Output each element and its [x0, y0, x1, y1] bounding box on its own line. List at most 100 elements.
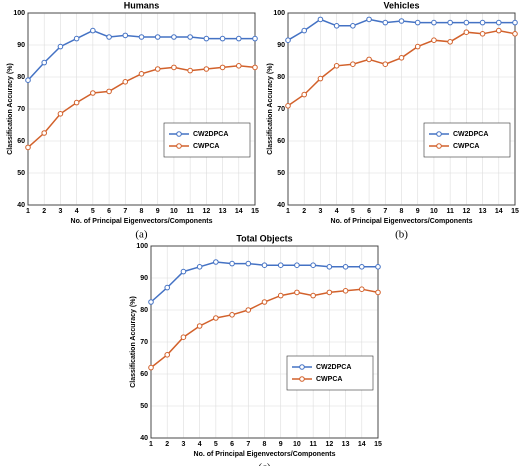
point [90, 90, 96, 96]
y-tick-label: 80 [277, 74, 285, 81]
point [122, 32, 129, 39]
x-tick-label: 10 [293, 441, 301, 448]
point [431, 19, 437, 26]
y-tick-label: 90 [140, 275, 148, 282]
x-tick-label: 6 [367, 208, 371, 215]
x-tick-label: 7 [383, 208, 387, 215]
y-tick-label: 70 [277, 106, 285, 113]
point [447, 19, 453, 26]
point [463, 29, 470, 36]
point [294, 289, 300, 296]
point [398, 18, 405, 24]
y-tick-label: 70 [140, 339, 148, 346]
x-tick-label: 7 [123, 208, 127, 215]
legend-marker [176, 131, 182, 137]
y-tick-label: 80 [140, 307, 148, 314]
x-tick-label: 2 [42, 208, 46, 215]
legend-marker [176, 143, 182, 149]
x-tick-label: 11 [446, 208, 454, 215]
legend-label: CWPCA [193, 143, 219, 150]
x-axis-label: No. of Principal Eigenvectors/Components [71, 218, 213, 225]
x-tick-label: 13 [479, 208, 487, 215]
point [196, 264, 203, 270]
point [122, 79, 129, 85]
point [229, 260, 235, 267]
point [154, 34, 161, 40]
x-tick-label: 1 [149, 441, 153, 448]
point [148, 364, 154, 371]
point [235, 63, 242, 69]
point [138, 34, 145, 40]
point [317, 16, 324, 23]
y-tick-label: 80 [17, 74, 25, 81]
x-tick-label: 5 [214, 441, 218, 448]
x-tick-label: 10 [430, 208, 438, 215]
point [382, 61, 389, 67]
point [495, 27, 502, 34]
point [317, 75, 324, 82]
point [187, 67, 193, 74]
x-tick-label: 15 [511, 208, 519, 215]
y-tick-label: 70 [17, 106, 25, 113]
point [106, 34, 112, 40]
point [512, 19, 518, 26]
x-tick-label: 8 [263, 441, 267, 448]
point [219, 64, 226, 71]
point [171, 34, 177, 40]
y-tick-label: 50 [17, 170, 25, 177]
point [41, 59, 48, 66]
caption: (a) [135, 229, 148, 241]
x-tick-label: 9 [416, 208, 420, 215]
point [180, 268, 187, 275]
point [301, 91, 308, 98]
point [219, 35, 226, 42]
chart-title: Humans [124, 0, 160, 10]
point [252, 35, 258, 42]
x-tick-label: 5 [351, 208, 355, 215]
plot-frame [27, 12, 256, 206]
point [342, 264, 349, 270]
point [479, 31, 486, 37]
legend-label: CWPCA [453, 143, 479, 150]
legend-label: CWPCA [316, 376, 342, 383]
point [414, 43, 421, 50]
point [57, 43, 64, 50]
legend-marker [299, 376, 305, 382]
point [235, 35, 242, 42]
legend-marker [436, 131, 442, 137]
y-tick-label: 40 [140, 435, 148, 442]
x-tick-label: 6 [107, 208, 111, 215]
point [333, 63, 340, 69]
plot-frame [287, 12, 516, 206]
legend-box [423, 122, 511, 158]
x-tick-label: 4 [75, 208, 79, 215]
point [277, 262, 284, 269]
point [342, 288, 349, 294]
point [447, 39, 453, 45]
legend-label: CW2DPCA [193, 131, 228, 138]
x-tick-label: 1 [286, 208, 290, 215]
point [294, 262, 300, 269]
point [375, 289, 381, 296]
point [366, 56, 372, 63]
x-tick-label: 13 [219, 208, 227, 215]
point [350, 23, 356, 29]
x-tick-label: 13 [342, 441, 350, 448]
caption: (c) [258, 462, 271, 466]
x-tick-label: 12 [325, 441, 333, 448]
y-axis-label: Classification Accuracy (%) [7, 63, 14, 155]
point [261, 262, 268, 269]
x-tick-label: 3 [318, 208, 322, 215]
point [350, 61, 356, 67]
point [285, 37, 291, 44]
point [73, 99, 80, 106]
point [106, 88, 112, 95]
x-tick-label: 10 [170, 208, 178, 215]
y-tick-label: 60 [277, 138, 285, 145]
x-tick-label: 12 [202, 208, 210, 215]
point [375, 264, 381, 270]
x-axis-label: No. of Principal Eigenvectors/Components [194, 451, 336, 458]
point [90, 27, 96, 34]
